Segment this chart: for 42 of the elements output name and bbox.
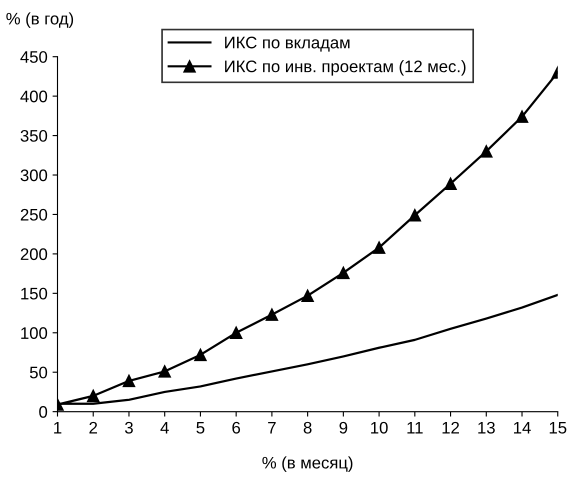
point [480, 145, 493, 158]
point [194, 348, 207, 362]
y-tick-label: 50 [30, 366, 48, 378]
x-tick-label: 4 [160, 422, 169, 434]
x-tick-label: 7 [268, 422, 276, 434]
y-tick-label: 400 [20, 90, 48, 102]
point [230, 326, 242, 340]
x-tick-label: 1 [54, 422, 62, 434]
y-tick-label: 100 [21, 327, 48, 339]
x-tick-label: 3 [124, 422, 133, 434]
point [337, 266, 350, 280]
point [301, 289, 314, 302]
point [444, 177, 457, 190]
point [516, 110, 528, 123]
point [266, 308, 278, 321]
x-tick-label: 12 [442, 422, 459, 434]
x-tick-label: 5 [196, 422, 204, 434]
x-tick-label: 2 [89, 422, 98, 434]
point [122, 374, 136, 388]
y-tick-label: 250 [20, 208, 48, 221]
point [372, 241, 386, 254]
y-tick-label: 0 [39, 406, 48, 418]
x-tick-label: 11 [407, 422, 423, 434]
point [408, 208, 422, 222]
y-tick-label: 200 [20, 248, 48, 260]
x-tick-label: 9 [340, 422, 348, 434]
x-tick-label: 13 [478, 422, 495, 434]
x-tick-label: 14 [514, 422, 531, 434]
y-tick-label: 350 [20, 130, 48, 142]
legend-label: ИКС по вкладам [225, 36, 350, 52]
x-tick-label: 10 [371, 422, 388, 434]
y-axis-title: % (в год) [6, 12, 74, 28]
point [86, 390, 100, 402]
point [158, 365, 171, 378]
y-tick-label: 450 [20, 51, 48, 63]
x-tick-label: 8 [304, 422, 312, 434]
x-tick-label: 6 [232, 422, 240, 434]
legend-label: ИКС по инв. проектам (12 мес.) [225, 60, 466, 76]
y-tick-label: 150 [21, 288, 48, 300]
y-tick-label: 300 [20, 169, 48, 182]
x-axis-title: % (в месяц) [262, 456, 352, 472]
x-tick-label: 15 [550, 422, 566, 434]
